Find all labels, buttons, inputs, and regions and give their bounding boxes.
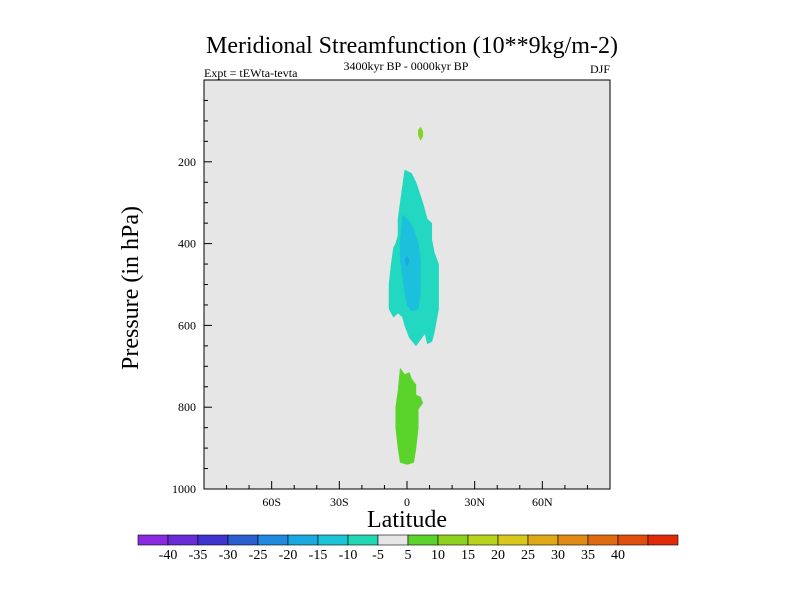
contour-region-blue-dot xyxy=(404,256,410,268)
x-tick-label: 60S xyxy=(262,495,281,509)
contour-regions xyxy=(388,126,439,465)
colorbar-swatch xyxy=(557,534,589,546)
colorbar-swatch xyxy=(347,534,379,546)
colorbar-swatch xyxy=(227,534,259,546)
colorbar-swatch xyxy=(647,534,679,546)
y-tick-label: 1000 xyxy=(172,482,196,496)
colorbar-swatch xyxy=(257,534,289,546)
colorbar-label: 10 xyxy=(431,548,445,563)
contour-region-cyan-core xyxy=(399,214,421,312)
colorbar-swatch xyxy=(437,534,469,546)
colorbar-swatch xyxy=(497,534,529,546)
contour-region-green-lower xyxy=(395,367,424,465)
colorbar-label: 20 xyxy=(491,548,505,563)
contour-region-green-cap-upper xyxy=(418,126,424,142)
colorbar: -40 -35 -30 -25 -20 -15 -10 -5 5 10 15 20 25 30 35 40 xyxy=(137,534,679,563)
colorbar-swatch xyxy=(197,534,229,546)
y-tick-label: 200 xyxy=(178,155,196,169)
period-label: 3400kyr BP - 0000kyr BP xyxy=(344,59,469,73)
colorbar-label: -5 xyxy=(372,548,384,563)
colorbar-swatch xyxy=(467,534,499,546)
colorbar-swatch xyxy=(527,534,559,546)
colorbar-swatch xyxy=(617,534,649,546)
colorbar-swatch xyxy=(587,534,619,546)
y-tick-label: 600 xyxy=(178,318,196,332)
colorbar-swatch xyxy=(137,534,169,546)
colorbar-label: -15 xyxy=(309,548,328,563)
x-axis-label: Latitude xyxy=(367,507,447,533)
x-tick-label: 30N xyxy=(464,495,485,509)
colorbar-label: -30 xyxy=(219,548,238,563)
colorbar-label: 25 xyxy=(521,548,535,563)
colorbar-swatch xyxy=(317,534,349,546)
colorbar-label: 15 xyxy=(461,548,475,563)
y-tick-label: 400 xyxy=(178,237,196,251)
colorbar-swatch xyxy=(407,534,439,546)
colorbar-label: -10 xyxy=(339,548,358,563)
colorbar-label: 40 xyxy=(611,548,625,563)
colorbar-label: 5 xyxy=(405,548,412,563)
x-tick-label: 0 xyxy=(404,495,410,509)
colorbar-swatch xyxy=(167,534,199,546)
y-tick-label: 800 xyxy=(178,400,196,414)
colorbar-label: 30 xyxy=(551,548,565,563)
experiment-label: Expt = tEWta-tevta xyxy=(204,66,298,80)
colorbar-label: -20 xyxy=(279,548,298,563)
colorbar-label: 35 xyxy=(581,548,595,563)
colorbar-swatch xyxy=(377,534,409,546)
y-axis-ticks: 200 400 600 800 1000 xyxy=(172,99,212,496)
x-tick-label: 30S xyxy=(330,495,349,509)
colorbar-label: -25 xyxy=(249,548,268,563)
x-tick-label: 60N xyxy=(532,495,553,509)
x-axis-ticks: 60S 30S 0 30N 60N xyxy=(226,481,588,509)
colorbar-label: -35 xyxy=(189,548,208,563)
colorbar-swatch xyxy=(287,534,319,546)
chart-title: Meridional Streamfunction (10**9kg/m-2) xyxy=(206,33,618,59)
y-axis-label: Pressure (in hPa) xyxy=(118,206,144,370)
season-label: DJF xyxy=(590,62,610,76)
colorbar-label: -40 xyxy=(159,548,178,563)
